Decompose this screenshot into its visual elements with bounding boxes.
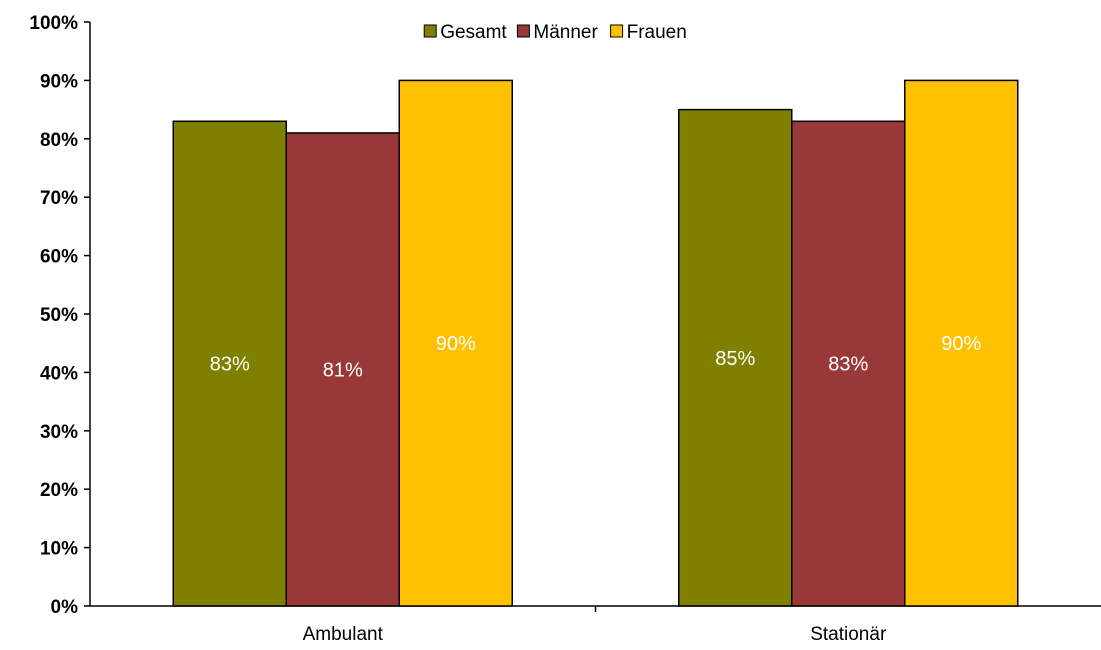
y-tick-label: 80% [40,130,78,151]
legend-label: Frauen [627,22,687,43]
legend-label: Gesamt [440,22,507,43]
legend-swatch [517,25,529,37]
bars-group [173,80,1018,606]
legend-swatch [611,25,623,37]
data-label: 90% [941,333,981,355]
y-tick-label: 90% [40,71,78,92]
y-tick-label: 40% [40,363,78,384]
data-label: 83% [210,354,250,376]
y-tick-label: 50% [40,305,78,326]
data-label: 85% [715,348,755,370]
y-tick-label: 60% [40,247,78,268]
y-tick-label: 0% [51,597,79,618]
x-category-label: Stationär [810,624,887,645]
x-category-label: Ambulant [303,624,384,645]
y-tick-label: 10% [40,539,78,560]
y-tick-label: 20% [40,480,78,501]
legend-swatch [424,25,436,37]
data-label: 90% [436,333,476,355]
legend: Gesamt Männer Frauen [424,22,687,43]
data-label: 81% [323,359,363,381]
y-tick-label: 30% [40,422,78,443]
data-label: 83% [828,354,868,376]
y-tick-label: 70% [40,188,78,209]
legend-label: Männer [533,22,598,43]
y-tick-label: 100% [29,13,78,34]
